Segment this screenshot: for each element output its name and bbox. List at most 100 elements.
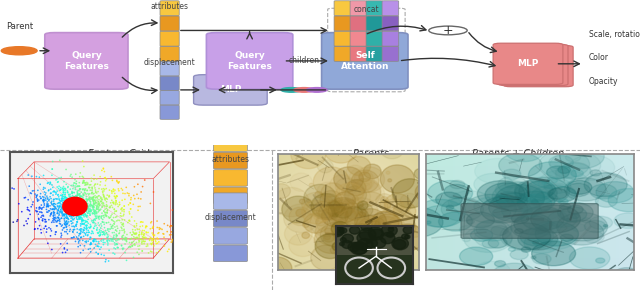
Point [49,207,59,211]
Point [75,174,85,179]
Circle shape [314,226,348,253]
Point [131,231,141,235]
Circle shape [614,213,640,229]
Point [54,210,65,214]
Point [72,184,83,188]
Point [67,207,77,211]
Point [54,188,65,193]
Point [93,244,103,248]
Point [54,208,64,213]
Point [49,197,59,202]
Point [44,188,54,193]
Point [97,211,107,215]
FancyBboxPatch shape [334,1,351,16]
Point [105,204,115,209]
Point [49,211,60,215]
Point [115,202,125,207]
Point [83,221,93,226]
Point [70,185,81,190]
Point [72,213,82,218]
Point [112,179,122,184]
Point [41,220,51,224]
Point [86,240,96,245]
Point [58,200,68,205]
Point [68,212,78,217]
Point [120,238,131,242]
Circle shape [342,234,353,243]
Point [108,237,118,242]
Circle shape [567,180,592,194]
Point [153,231,163,236]
Circle shape [355,242,363,249]
Point [60,207,70,211]
Point [51,216,61,221]
Point [88,195,99,200]
FancyBboxPatch shape [213,193,247,209]
Circle shape [415,199,465,227]
Point [112,242,122,246]
Point [110,243,120,247]
FancyBboxPatch shape [382,16,399,31]
Circle shape [328,197,358,223]
Point [81,227,92,232]
Point [74,216,84,220]
Point [105,227,115,231]
Circle shape [590,184,617,199]
Point [105,215,115,220]
Point [166,240,177,244]
Circle shape [475,158,521,184]
Text: displacement: displacement [144,58,195,67]
Circle shape [451,199,461,204]
Point [54,198,65,202]
Circle shape [542,182,546,184]
Point [176,233,186,237]
Point [59,205,69,209]
Point [54,204,65,209]
Point [85,197,95,202]
Point [97,230,108,234]
Point [68,208,79,213]
Point [89,209,99,214]
Point [84,209,94,214]
Point [48,203,58,207]
Circle shape [496,185,545,212]
Circle shape [333,238,358,259]
Circle shape [342,240,352,249]
Point [89,191,99,196]
Point [82,206,92,211]
Point [83,205,93,210]
Circle shape [374,211,395,229]
Point [47,219,58,223]
Point [99,201,109,206]
Point [77,221,88,226]
Circle shape [481,197,528,223]
Point [72,220,83,224]
Point [146,241,156,246]
Point [130,242,140,246]
Point [93,202,103,206]
Point [53,207,63,212]
Point [72,206,82,211]
Point [95,199,106,204]
Point [145,201,156,206]
Point [120,250,130,255]
Point [97,196,107,200]
Point [83,233,93,238]
Point [56,231,67,235]
Point [53,218,63,223]
Circle shape [324,235,330,240]
Point [90,188,100,192]
Point [60,202,70,206]
Point [57,202,67,206]
Point [97,197,108,202]
Point [136,231,147,236]
Point [77,218,87,223]
Point [82,219,92,224]
Circle shape [384,194,411,216]
Point [62,231,72,236]
Point [124,245,134,250]
Point [118,221,128,226]
Point [99,231,109,236]
Point [182,238,193,243]
Circle shape [313,206,332,222]
